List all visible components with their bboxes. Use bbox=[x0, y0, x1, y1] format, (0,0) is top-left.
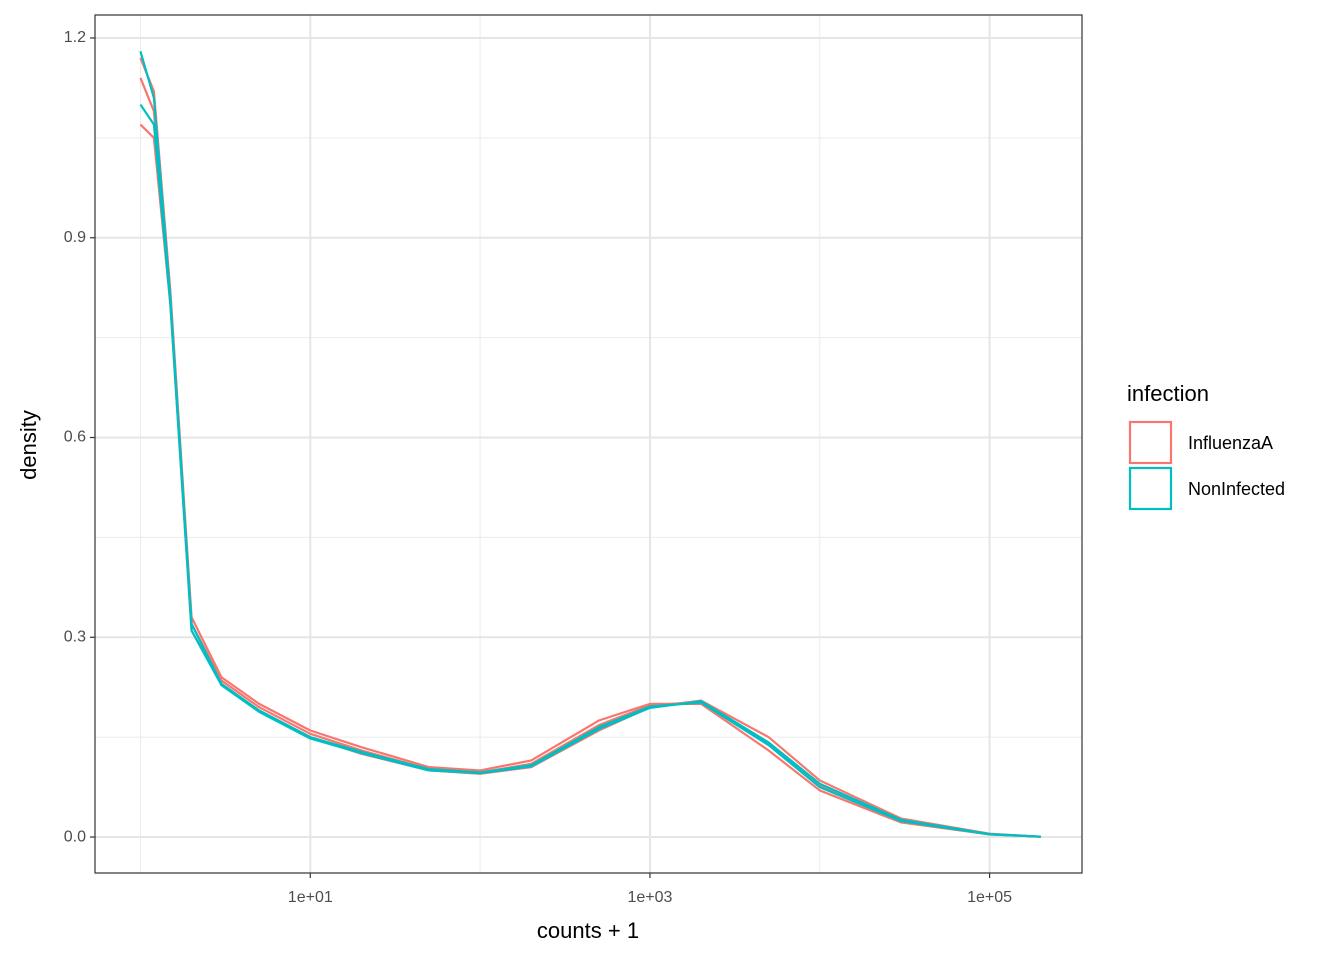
x-tick-label: 1e+05 bbox=[967, 889, 1012, 906]
panel-border bbox=[94, 14, 1083, 874]
y-tick-label: 0.3 bbox=[64, 628, 86, 645]
x-tick-label: 1e+03 bbox=[627, 889, 672, 906]
legend-label: NonInfected bbox=[1188, 479, 1285, 499]
panel-background bbox=[95, 15, 1082, 873]
legend-key bbox=[1128, 466, 1173, 511]
y-axis-title: density bbox=[16, 410, 41, 480]
x-tick-label: 1e+01 bbox=[288, 889, 333, 906]
legend-key bbox=[1128, 420, 1173, 465]
y-tick-label: 0.9 bbox=[64, 229, 86, 246]
x-axis-title: counts + 1 bbox=[537, 918, 639, 943]
legend-title: infection bbox=[1127, 381, 1209, 406]
legend-label: InfluenzaA bbox=[1188, 433, 1273, 453]
y-tick-label: 0.0 bbox=[64, 828, 86, 845]
y-tick-label: 1.2 bbox=[64, 29, 86, 46]
y-tick-label: 0.6 bbox=[64, 429, 86, 446]
density-line bbox=[139, 103, 1041, 838]
